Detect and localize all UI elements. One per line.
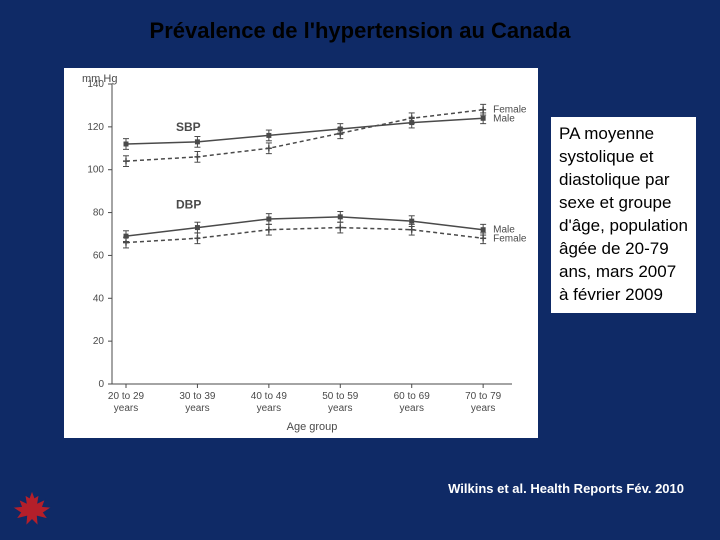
svg-text:70 to 79: 70 to 79 bbox=[465, 391, 502, 402]
caption-text: PA moyenne systolique et diastolique par… bbox=[559, 124, 688, 304]
svg-text:SBP: SBP bbox=[176, 120, 201, 134]
svg-text:years: years bbox=[114, 403, 138, 414]
slide-title: Prévalence de l'hypertension au Canada bbox=[0, 18, 720, 44]
svg-text:60: 60 bbox=[93, 250, 105, 261]
svg-text:100: 100 bbox=[87, 165, 104, 176]
svg-text:120: 120 bbox=[87, 122, 104, 133]
chart-panel: 020406080100120140mm Hg20 to 29years30 t… bbox=[64, 68, 538, 438]
svg-text:years: years bbox=[257, 403, 281, 414]
svg-text:80: 80 bbox=[93, 208, 105, 219]
svg-text:50 to 59: 50 to 59 bbox=[322, 391, 359, 402]
citation-text: Wilkins et al. Health Reports Fév. 2010 bbox=[448, 481, 684, 496]
svg-text:40: 40 bbox=[93, 293, 105, 304]
svg-text:DBP: DBP bbox=[176, 197, 201, 211]
svg-text:30 to 39: 30 to 39 bbox=[179, 391, 216, 402]
svg-text:years: years bbox=[328, 403, 352, 414]
svg-text:40 to 49: 40 to 49 bbox=[251, 391, 288, 402]
line-chart: 020406080100120140mm Hg20 to 29years30 t… bbox=[64, 68, 538, 438]
slide: Prévalence de l'hypertension au Canada 0… bbox=[0, 0, 720, 540]
svg-text:mm Hg: mm Hg bbox=[82, 73, 117, 85]
svg-text:60 to 69: 60 to 69 bbox=[394, 391, 431, 402]
svg-text:years: years bbox=[399, 403, 423, 414]
svg-text:0: 0 bbox=[98, 379, 104, 390]
maple-leaf-logo bbox=[10, 488, 54, 532]
svg-text:Female: Female bbox=[493, 233, 527, 244]
svg-text:years: years bbox=[471, 403, 495, 414]
svg-text:20 to 29: 20 to 29 bbox=[108, 391, 145, 402]
svg-text:years: years bbox=[185, 403, 209, 414]
maple-leaf-icon bbox=[13, 491, 52, 526]
citation: Wilkins et al. Health Reports Fév. 2010 bbox=[448, 481, 684, 496]
svg-text:Male: Male bbox=[493, 113, 515, 124]
svg-text:20: 20 bbox=[93, 336, 105, 347]
caption-box: PA moyenne systolique et diastolique par… bbox=[551, 117, 696, 313]
svg-text:Age group: Age group bbox=[287, 421, 338, 433]
